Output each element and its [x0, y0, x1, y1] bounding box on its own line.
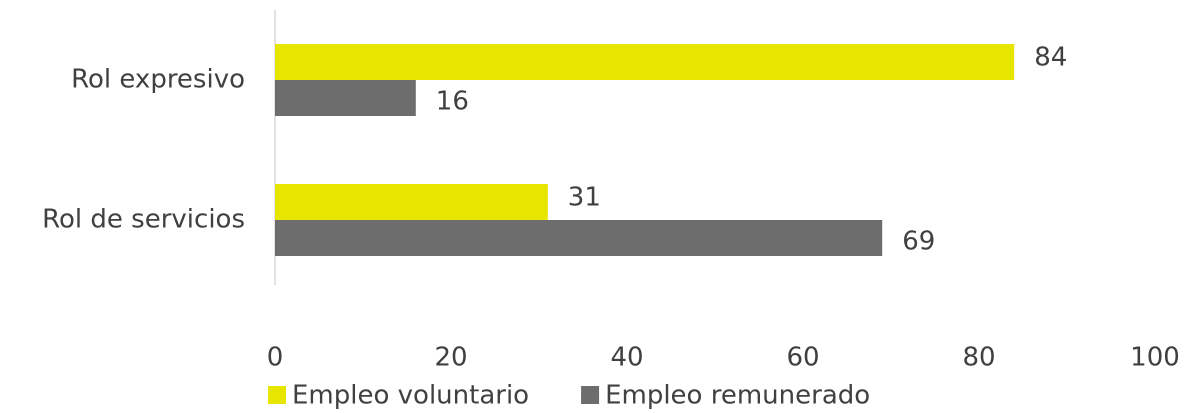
- x-tick-label: 60: [786, 343, 819, 373]
- x-tick-label: 20: [434, 343, 467, 373]
- x-tick-label: 100: [1130, 343, 1180, 373]
- x-tick-label: 80: [962, 343, 995, 373]
- legend-swatch: [268, 386, 286, 404]
- x-tick-label: 40: [610, 343, 643, 373]
- data-label: 31: [568, 183, 601, 213]
- bar: [275, 184, 548, 220]
- legend-label: Empleo voluntario: [292, 381, 529, 411]
- data-label: 69: [902, 227, 935, 257]
- legend-label: Empleo remunerado: [605, 381, 870, 411]
- legend-swatch: [581, 386, 600, 404]
- bar: [275, 44, 1015, 80]
- y-tick-label: Rol expresivo: [71, 65, 245, 95]
- data-label: 16: [436, 87, 469, 117]
- x-tick-label: 0: [267, 343, 284, 373]
- bar: [275, 220, 883, 256]
- y-tick-label: Rol de servicios: [42, 205, 245, 235]
- data-label: 84: [1034, 43, 1067, 73]
- bar: [275, 80, 416, 116]
